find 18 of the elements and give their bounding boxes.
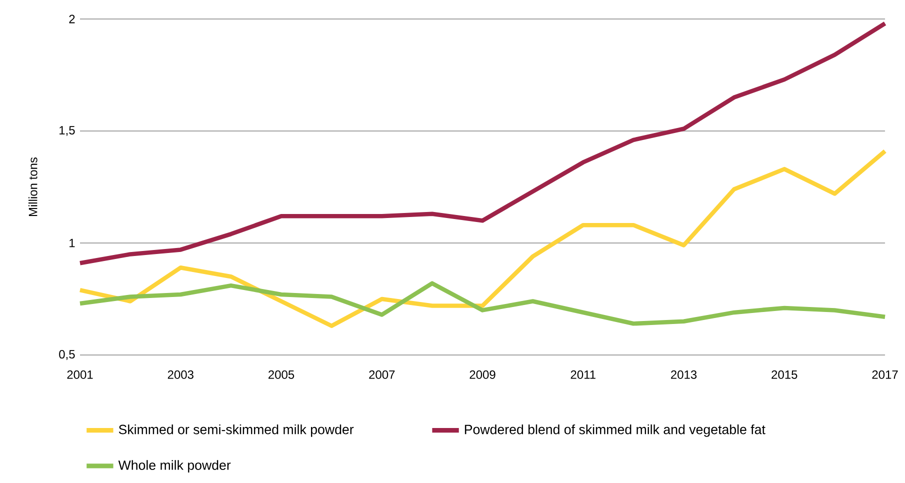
y-axis-title: Million tons — [28, 157, 38, 216]
x-tick-label: 2017 — [872, 370, 898, 379]
x-tick-label: 2007 — [369, 370, 395, 379]
x-tick-label: 2013 — [671, 370, 697, 379]
x-tick-label: 2009 — [470, 370, 496, 379]
legend-label: Skimmed or semi-skimmed milk powder — [118, 424, 354, 437]
legend-label: Powdered blend of skimmed milk and vegetable fat — [464, 424, 766, 437]
x-tick-label: 2001 — [67, 370, 93, 379]
x-tick-label: 2005 — [268, 370, 294, 379]
y-tick-label: 2 — [69, 14, 75, 24]
y-tick-label: 0,5 — [59, 350, 75, 360]
x-tick-label: 2015 — [772, 370, 798, 379]
y-tick-label: 1,5 — [60, 126, 75, 136]
y-tick-label: 1 — [70, 238, 75, 248]
x-tick-label: 2003 — [168, 370, 194, 379]
line-series — [78, 149, 888, 328]
legend-label: Whole milk powder — [118, 460, 231, 473]
x-tick-label: 2011 — [570, 370, 596, 379]
